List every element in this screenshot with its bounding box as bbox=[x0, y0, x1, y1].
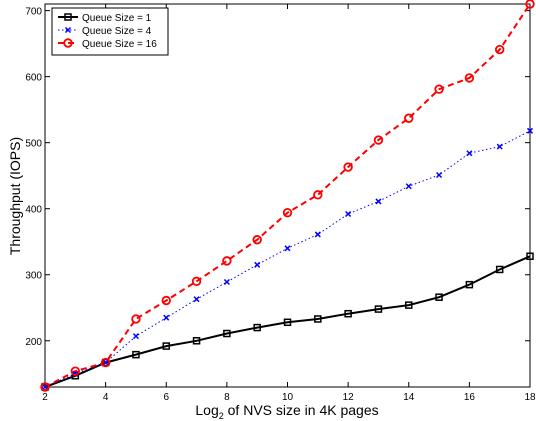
x-tick-label: 16 bbox=[464, 392, 476, 403]
y-tick-label: 200 bbox=[25, 337, 42, 348]
data-point-series-1 bbox=[223, 329, 231, 338]
y-tick-label: 700 bbox=[25, 7, 42, 18]
y-tick-label: 400 bbox=[25, 205, 42, 216]
data-point-series-3 bbox=[131, 314, 141, 324]
data-point-series-1 bbox=[526, 252, 534, 261]
data-point-series-1 bbox=[465, 280, 474, 289]
data-point-series-1 bbox=[253, 323, 261, 332]
data-point-series-3 bbox=[404, 113, 414, 123]
y-axis-label: Throughput (IOPS) bbox=[7, 137, 23, 255]
data-point-series-1 bbox=[344, 309, 352, 318]
x-tick-label: 8 bbox=[224, 392, 230, 403]
data-point-series-3 bbox=[252, 235, 262, 245]
legend-marker-1 bbox=[64, 13, 72, 21]
legend-marker-3 bbox=[63, 38, 73, 48]
x-tick-label: 6 bbox=[163, 392, 169, 403]
x-axis-label: Log2 of NVS size in 4K pages bbox=[195, 402, 378, 421]
data-point-series-1 bbox=[435, 293, 443, 301]
data-point-series-1 bbox=[405, 301, 413, 309]
data-point-series-3 bbox=[343, 162, 353, 172]
legend: Queue Size = 1 Queue Size = 4 Queue Size =… bbox=[51, 7, 169, 56]
series-line-1 bbox=[44, 255, 531, 388]
data-point-series-2 bbox=[284, 245, 291, 252]
y-tick-label: 600 bbox=[25, 73, 42, 84]
x-tick-label: 10 bbox=[282, 392, 294, 403]
data-point-series-3 bbox=[40, 382, 50, 392]
data-point-series-2 bbox=[254, 261, 261, 268]
data-point-series-1 bbox=[314, 315, 322, 323]
data-point-series-3 bbox=[464, 73, 475, 83]
x-axis-label-subscript: 2 bbox=[219, 411, 224, 421]
data-point-series-3 bbox=[191, 276, 202, 287]
legend-label-3: Queue Size = 16 bbox=[82, 39, 157, 50]
legend-label-2: Queue Size = 4 bbox=[82, 26, 152, 37]
legend-marker-2 bbox=[64, 26, 72, 34]
data-point-series-2 bbox=[496, 143, 503, 150]
x-tick-label: 18 bbox=[524, 392, 536, 403]
data-point-series-3 bbox=[494, 44, 505, 55]
data-point-series-3 bbox=[161, 295, 171, 306]
data-point-series-2 bbox=[193, 296, 200, 303]
data-point-series-2 bbox=[163, 314, 170, 321]
data-point-series-1 bbox=[283, 318, 292, 327]
series-markers bbox=[40, 0, 535, 392]
data-point-series-1 bbox=[162, 342, 170, 350]
data-point-series-3 bbox=[282, 207, 293, 218]
x-axis-label-main: Log bbox=[195, 402, 218, 418]
data-point-series-2 bbox=[436, 171, 443, 179]
x-tick-label: 4 bbox=[103, 392, 109, 403]
x-axis-label-rest: of NVS size in 4K pages bbox=[224, 402, 379, 418]
x-tick-label: 12 bbox=[343, 392, 355, 403]
data-point-series-2 bbox=[314, 231, 321, 238]
data-point-series-1 bbox=[192, 337, 201, 345]
x-tick-label: 14 bbox=[403, 392, 415, 403]
y-tick-label: 300 bbox=[25, 271, 42, 282]
data-point-series-1 bbox=[495, 265, 504, 274]
data-point-series-3 bbox=[100, 357, 111, 368]
data-point-series-2 bbox=[405, 183, 412, 190]
data-point-series-2 bbox=[466, 150, 473, 157]
legend-label-1: Queue Size = 1 bbox=[82, 13, 152, 24]
data-point-series-3 bbox=[313, 190, 323, 200]
data-point-series-2 bbox=[375, 198, 382, 205]
data-point-series-2 bbox=[526, 127, 534, 134]
data-point-series-3 bbox=[70, 366, 81, 376]
x-tick-label: 2 bbox=[42, 392, 48, 403]
data-point-series-2 bbox=[102, 359, 109, 366]
data-point-series-1 bbox=[374, 305, 383, 313]
data-point-series-2 bbox=[41, 383, 49, 391]
data-point-series-3 bbox=[222, 256, 232, 266]
data-point-series-2 bbox=[132, 333, 139, 340]
data-point-series-3 bbox=[525, 0, 535, 9]
y-tick-label: 500 bbox=[25, 139, 42, 150]
axis-ticks: 2 4 6 8 10 12 14 16 18 200 300 400 500 600 700 bbox=[25, 4, 536, 403]
data-point-series-2 bbox=[345, 210, 352, 218]
series-line-3 bbox=[44, 3, 531, 388]
data-point-series-2 bbox=[223, 278, 230, 286]
plot-area bbox=[44, 3, 531, 388]
data-point-series-3 bbox=[373, 135, 384, 145]
data-point-series-1 bbox=[132, 350, 140, 359]
data-point-series-3 bbox=[434, 84, 444, 94]
